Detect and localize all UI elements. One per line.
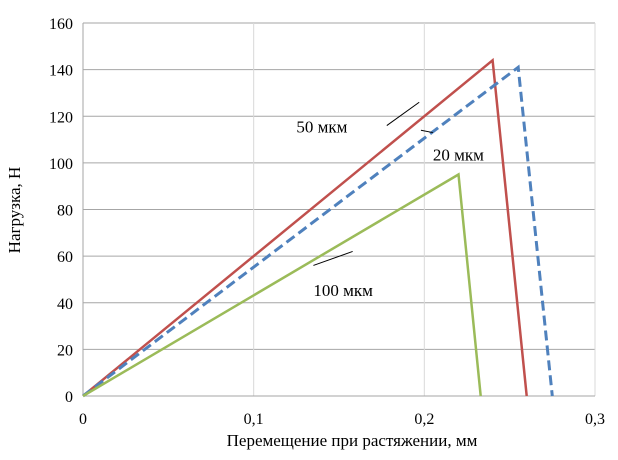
annotation-leader xyxy=(420,129,433,134)
y-axis-title: Нагрузка, Н xyxy=(5,167,24,254)
tick-labels: 0 20 40 60 80 100 120 140 160 0 0,1 0,2 0,3 xyxy=(49,16,605,428)
annotations: 50 мкм 20 мкм 100 мкм xyxy=(296,118,484,300)
x-tick-label: 0,3 xyxy=(585,411,605,428)
series-line-50-мкм xyxy=(82,57,528,397)
plot-frame xyxy=(82,23,595,397)
y-tick-label: 40 xyxy=(57,296,73,313)
annotation-leaders xyxy=(313,101,433,266)
x-axis-title: Перемещение при растяжении, мм xyxy=(227,431,478,450)
y-tick-label: 60 xyxy=(57,249,73,266)
series-line-20-мкм xyxy=(82,64,554,398)
y-tick-label: 100 xyxy=(49,156,73,173)
x-tick-label: 0,1 xyxy=(244,411,264,428)
x-tick-label: 0,2 xyxy=(414,411,434,428)
grid xyxy=(83,22,596,396)
y-tick-label: 140 xyxy=(49,63,73,80)
y-tick-label: 120 xyxy=(49,109,73,126)
series-annotation: 100 мкм xyxy=(313,281,373,300)
y-tick-label: 80 xyxy=(57,203,73,220)
y-tick-label: 160 xyxy=(49,16,73,33)
series-group xyxy=(82,57,554,398)
series-annotation: 20 мкм xyxy=(433,146,484,165)
annotation-leader xyxy=(313,250,353,266)
y-tick-label: 0 xyxy=(65,389,73,406)
x-tick-label: 0 xyxy=(79,411,87,428)
series-line-100-мкм xyxy=(82,172,482,398)
y-tick-label: 20 xyxy=(57,342,73,359)
series-annotation: 50 мкм xyxy=(296,118,347,137)
annotation-leader xyxy=(386,101,420,126)
